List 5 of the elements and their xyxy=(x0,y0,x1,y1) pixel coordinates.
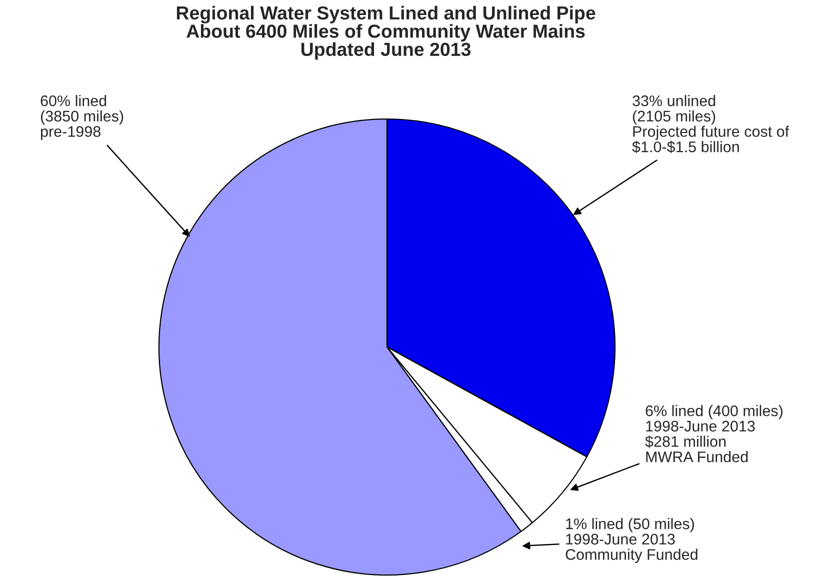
slice-label: 60% lined (3850 miles) pre-1998 xyxy=(40,95,124,140)
legend-label: 1% lined (50 miles) 1998-June 2013 Community Funded xyxy=(566,518,698,563)
chart-title: Regional Water System Lined and Unlined Pipe About 6400 Miles of Community Water Mains Updated June 2013 xyxy=(176,6,596,60)
slice-label: 33% unlined (2105 miles) Projected future cost of $1.0-$1.5 billion xyxy=(632,95,790,154)
slice-label: 6% lined (400 miles) 1998-June 2013 $281 million MWRA Funded xyxy=(645,405,782,462)
